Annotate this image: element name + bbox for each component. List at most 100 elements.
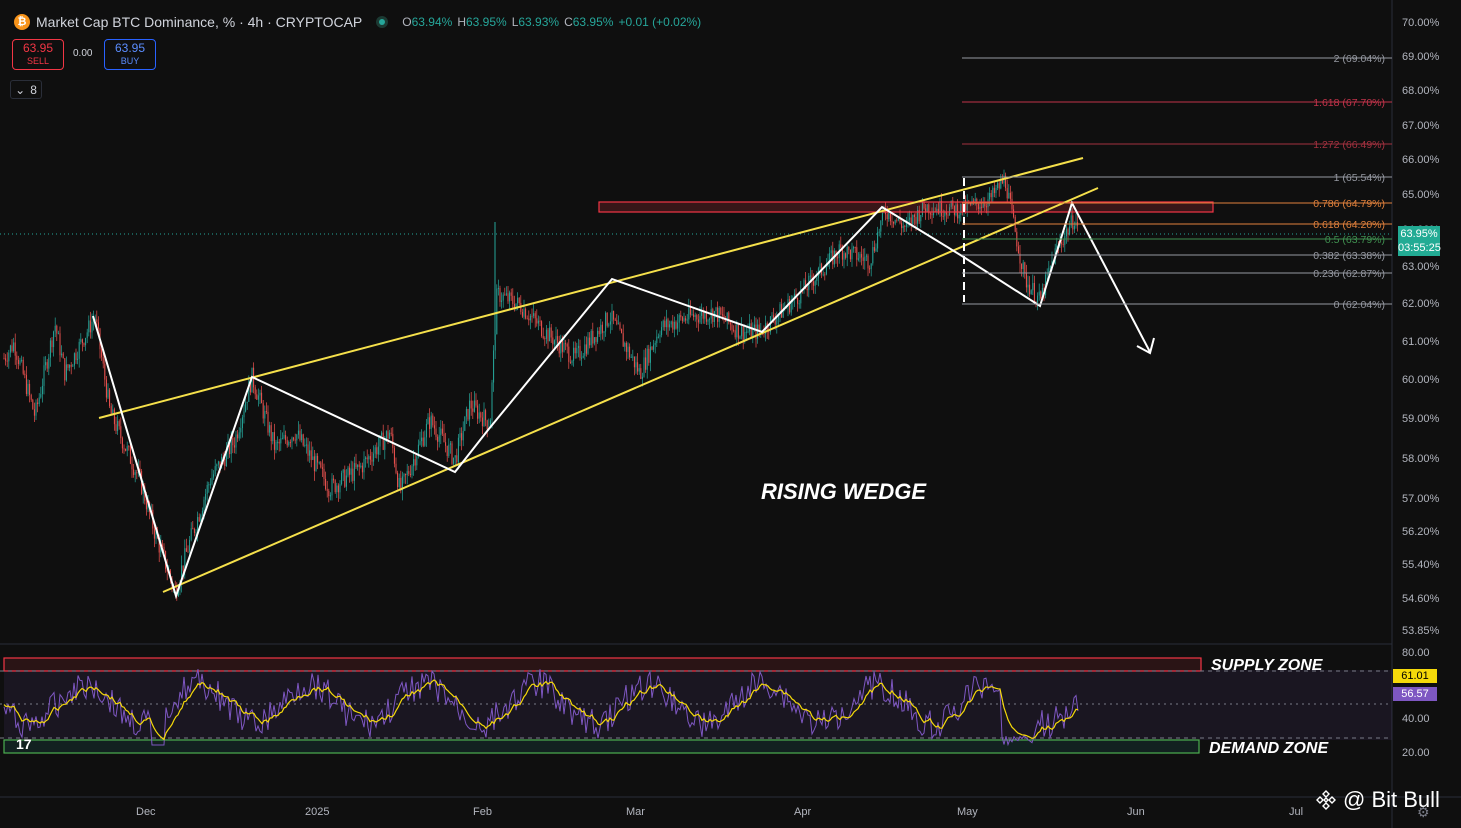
candle-body [293,437,295,440]
candle-body [19,360,21,365]
candle-body [997,183,999,189]
rsi-ma-tag: 61.01 [1393,669,1437,683]
candle-body [995,188,997,193]
candle-body [425,423,427,438]
candle-body [774,320,776,325]
candle-body [541,321,543,337]
candle-body [645,357,647,370]
candle-body [977,203,979,210]
candle-body [318,462,320,464]
candle-body [285,435,287,441]
candle-body [70,364,72,367]
candle-body [107,389,109,398]
candle-body [542,336,544,339]
candle-body [366,457,368,460]
candle-body [291,437,293,443]
candle-body [843,253,845,260]
candle-body [502,294,504,301]
candle-body [67,364,69,368]
candle-body [608,324,610,326]
candle-body [392,433,394,448]
candle-body [261,392,263,404]
candle-body [1011,198,1013,210]
candle-body [573,347,575,361]
buy-button[interactable]: 63.95 BUY [104,39,156,70]
candle-body [286,440,288,446]
candle-body [657,336,659,338]
candle-body [814,280,816,286]
bitcoin-icon: ₿ [14,14,30,30]
candle-body [651,346,653,350]
candle-body [587,337,589,354]
candle-body [411,466,413,476]
candle-body [133,469,135,475]
candle-body [793,293,795,299]
candle-body [40,394,42,398]
candle-body [24,373,26,375]
candle-body [918,210,920,222]
candle-body [5,358,7,361]
candle-body [777,314,779,319]
candle-body [453,457,455,464]
price-axis-label: 55.40% [1402,559,1440,571]
candle-body [283,435,285,439]
candle-body [467,408,469,420]
candle-body [414,459,416,466]
candle-body [272,432,274,442]
candle-body [896,219,898,221]
indicators-toggle[interactable]: ⌄ 8 [10,80,42,99]
candle-body [613,310,615,320]
candle-body [611,310,613,322]
pattern-label: RISING WEDGE [761,479,927,504]
candle-body [531,315,533,317]
sell-button[interactable]: 63.95 SELL [12,39,64,70]
spread-value: 0.00 [73,48,93,59]
candle-body [86,332,88,338]
candle-body [614,319,616,321]
tradingview-logo[interactable]: 17 [16,736,32,752]
candle-body [456,455,458,463]
candle-body [262,403,264,419]
candle-body [310,450,312,460]
candle-body [525,308,527,319]
candle-body [704,312,706,319]
rsi-axis-label: 80.00 [1402,647,1430,659]
rsi-value-tag: 56.57 [1393,687,1437,701]
candle-body [443,433,445,443]
candle-body [929,213,931,215]
candle-body [752,327,754,338]
candle-body [59,333,61,356]
candle-body [461,433,463,441]
candle-body [633,356,635,368]
price-axis-label: 70.00% [1402,17,1440,29]
candle-body [686,319,688,321]
candle-body [865,255,867,257]
candle-body [134,472,136,475]
candle-body [577,345,579,348]
candle-body [347,467,349,476]
candle-body [38,397,40,405]
candle-body [1041,288,1043,298]
candle-body [371,459,373,462]
candle-body [990,193,992,198]
gear-icon[interactable]: ⚙ [1417,804,1430,820]
candle-body [723,314,725,320]
watermark: @ Bit Bull [1315,787,1440,813]
symbol-title[interactable]: Market Cap BTC Dominance, % · 4h · CRYPT… [36,14,363,30]
candle-body [585,344,587,354]
candle-body [1033,283,1035,303]
candle-body [878,231,880,233]
candle-body [499,288,501,302]
candle-body [837,257,839,259]
candle-body [1038,291,1040,296]
current-price-tag: 63.95% 03:55:25 [1398,226,1441,256]
price-axis-label: 57.00% [1402,493,1440,505]
candle-body [69,364,71,368]
fib-label: 2 (69.04%) [1334,53,1385,65]
candle-body [1025,272,1027,288]
candle-body [593,337,595,344]
candle-body [753,324,755,328]
candle-body [933,211,935,216]
price-axis-label: 67.00% [1402,120,1440,132]
